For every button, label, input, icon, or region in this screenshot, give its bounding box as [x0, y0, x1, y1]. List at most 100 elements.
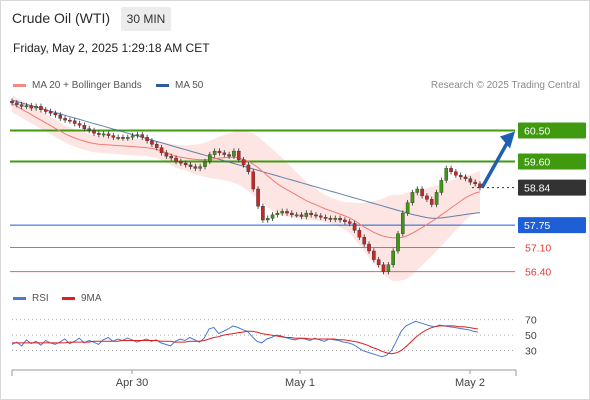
candle-body: [473, 181, 477, 185]
x-tick-label: May 2: [455, 377, 485, 389]
candle-body: [318, 215, 323, 218]
rsi-series-9ma: [12, 325, 479, 355]
candle-body: [347, 221, 352, 224]
candle-body: [420, 188, 424, 197]
candle-body: [386, 264, 391, 272]
candle-body: [343, 219, 347, 222]
candle-body: [236, 150, 241, 160]
candle-body: [367, 243, 371, 252]
candle-body: [19, 104, 24, 107]
candle-body: [63, 118, 67, 121]
candle-body: [434, 192, 439, 205]
level-label-60-50: 60.50: [524, 125, 550, 137]
candle-body: [212, 150, 217, 155]
level-tag-57-75: [518, 217, 586, 234]
level-label-57-75: 57.75: [524, 220, 550, 232]
candle-body: [68, 119, 72, 122]
candle-body: [227, 154, 231, 157]
candle-body: [328, 218, 333, 220]
candle-body: [468, 178, 473, 183]
rsi-series-rsi: [11, 320, 479, 358]
candle-body: [106, 133, 111, 136]
candle-body: [72, 120, 77, 124]
candle-body: [111, 135, 116, 138]
level-tag-58-84: [518, 179, 586, 196]
forecast-arrow-head: [500, 131, 515, 149]
candle-body: [410, 192, 415, 203]
candle-body: [425, 195, 429, 200]
candle-body: [376, 259, 381, 265]
candle-body: [116, 137, 120, 139]
candle-body: [121, 137, 125, 139]
credit-text: Research © 2025 Trading Central: [430, 80, 580, 91]
ma50-line: [11, 99, 481, 219]
timeframe-button[interactable]: 30 MIN: [121, 7, 171, 31]
legend-ma20-label: MA 20 + Bollinger Bands: [32, 80, 142, 91]
legend-9ma: 9MA: [62, 293, 102, 304]
candle-body: [53, 113, 58, 116]
candle-body: [140, 134, 145, 138]
x-tick-label: Apr 30: [116, 377, 148, 389]
candle-body: [270, 214, 275, 219]
candle-body: [463, 176, 468, 179]
candle-body: [43, 109, 48, 112]
level-tag-59-60: [518, 153, 586, 170]
forecast-arrow-shaft: [480, 140, 510, 189]
candle-body: [193, 166, 198, 169]
candle-body: [415, 188, 420, 193]
legend-ma20: MA 20 + Bollinger Bands: [13, 80, 142, 91]
candle-body: [39, 106, 43, 110]
candle-body: [24, 105, 29, 108]
candle-body: [275, 212, 280, 216]
candle-body: [357, 230, 362, 238]
candle-body: [15, 102, 19, 105]
candle-body: [290, 212, 294, 216]
candle-body: [58, 114, 63, 119]
candle-body: [429, 199, 434, 205]
candle-body: [159, 147, 164, 154]
candle-body: [232, 150, 236, 157]
level-label-57-10: 57.10: [525, 243, 551, 255]
candle-body: [401, 212, 405, 234]
candle-body: [222, 152, 227, 155]
candle-body: [150, 140, 154, 145]
candle-body: [304, 212, 309, 217]
candle-body: [309, 212, 313, 216]
candle-body: [217, 150, 222, 154]
candle-body: [405, 202, 410, 214]
candle-body: [174, 157, 178, 162]
ma20-swatch-icon: [13, 84, 26, 87]
datetime-label: Friday, May 2, 2025 1:29:18 AM CET: [13, 41, 210, 55]
candle-body: [77, 123, 82, 126]
candle-body: [130, 135, 135, 138]
candle-body: [125, 137, 130, 139]
candle-body: [92, 130, 96, 134]
instrument-title: Crude Oil (WTI): [12, 10, 110, 26]
candle-body: [48, 111, 53, 114]
candle-body: [188, 164, 193, 167]
rsi-tick-label-30: 30: [525, 346, 537, 358]
candle-body: [454, 171, 458, 176]
rsi-tick-label-50: 50: [525, 330, 537, 342]
candle-body: [323, 217, 328, 219]
candle-body: [391, 250, 395, 265]
candle-body: [241, 159, 246, 166]
candle-body: [34, 106, 38, 109]
candle-body: [396, 233, 400, 252]
rsi-swatch-icon: [13, 297, 26, 300]
legend-rsi: RSI: [13, 293, 49, 304]
candle-body: [164, 152, 169, 157]
candle-body: [439, 180, 444, 193]
legend-9ma-label: 9MA: [81, 293, 102, 304]
candle-body: [458, 175, 463, 178]
candle-body: [10, 100, 14, 104]
candle-body: [97, 132, 101, 135]
ma20-line: [11, 103, 481, 239]
candle-body: [169, 156, 174, 159]
candle-body: [338, 218, 342, 221]
candle-body: [179, 161, 183, 164]
level-label-56-40: 56.40: [525, 267, 551, 279]
candle-body: [294, 214, 299, 217]
level-label-59-60: 59.60: [524, 156, 550, 168]
